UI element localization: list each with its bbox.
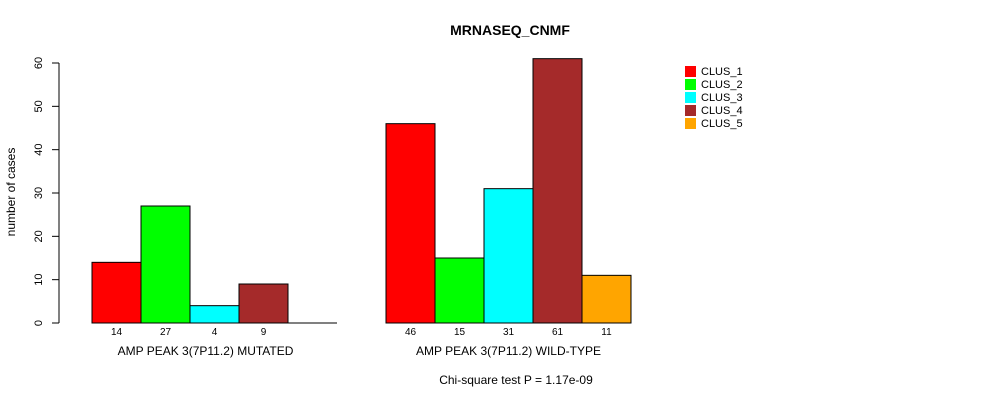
legend-label: CLUS_5 (701, 118, 743, 130)
bar-count-label: 46 (405, 327, 417, 338)
y-tick-label: 40 (33, 144, 45, 156)
group-label: AMP PEAK 3(7P11.2) WILD-TYPE (416, 344, 601, 358)
bar-count-label: 4 (212, 327, 218, 338)
y-tick-label: 10 (33, 274, 45, 286)
bar-clus-2 (434, 257, 485, 324)
legend-swatch (685, 92, 696, 103)
y-tick-label: 0 (33, 320, 45, 326)
legend-label: CLUS_2 (701, 79, 743, 91)
bar-count-label: 9 (261, 327, 267, 338)
y-axis-label: number of cases (4, 148, 18, 237)
bar-clus-4 (532, 58, 583, 324)
bar-count-label: 11 (601, 327, 612, 338)
y-tick-label: 20 (33, 230, 45, 242)
legend-swatch (685, 105, 696, 116)
bar-count-label: 27 (160, 327, 172, 338)
y-tick-label: 60 (33, 57, 45, 69)
legend-swatch (685, 79, 696, 90)
bar-count-label: 14 (111, 327, 123, 338)
y-tick-label: 30 (33, 187, 45, 199)
bar-clus-3 (189, 305, 240, 324)
bar-count-label: 61 (552, 327, 564, 338)
bar-count-label: 15 (454, 327, 466, 338)
bar-groups: 14 27 4 9 AMP PEAK 3(7P11.2) MUTATED 46 15 31 61… (91, 58, 632, 358)
legend-swatch (685, 118, 696, 129)
legend-swatch (685, 66, 696, 77)
bar-clus-4 (238, 283, 289, 324)
legend-label: CLUS_3 (701, 92, 743, 104)
y-axis-ticks: 0 10 20 30 40 50 60 (33, 57, 59, 326)
y-tick-label: 50 (33, 100, 45, 112)
bar-clus-2 (140, 205, 191, 324)
chi-square-footnote: Chi-square test P = 1.17e-09 (439, 373, 593, 387)
bar-count-label: 31 (503, 327, 515, 338)
group-label: AMP PEAK 3(7P11.2) MUTATED (118, 344, 294, 358)
bar-clus-3 (483, 188, 534, 324)
bar-clus-1 (385, 123, 436, 324)
chart-title: MRNASEQ_CNMF (450, 22, 570, 38)
legend-label: CLUS_1 (701, 66, 743, 78)
bar-clus-1 (91, 261, 142, 324)
bar-group-1: 14 27 4 9 AMP PEAK 3(7P11.2) MUTATED (91, 205, 337, 358)
bar-clus-5 (581, 274, 632, 324)
legend-label: CLUS_4 (701, 105, 743, 117)
